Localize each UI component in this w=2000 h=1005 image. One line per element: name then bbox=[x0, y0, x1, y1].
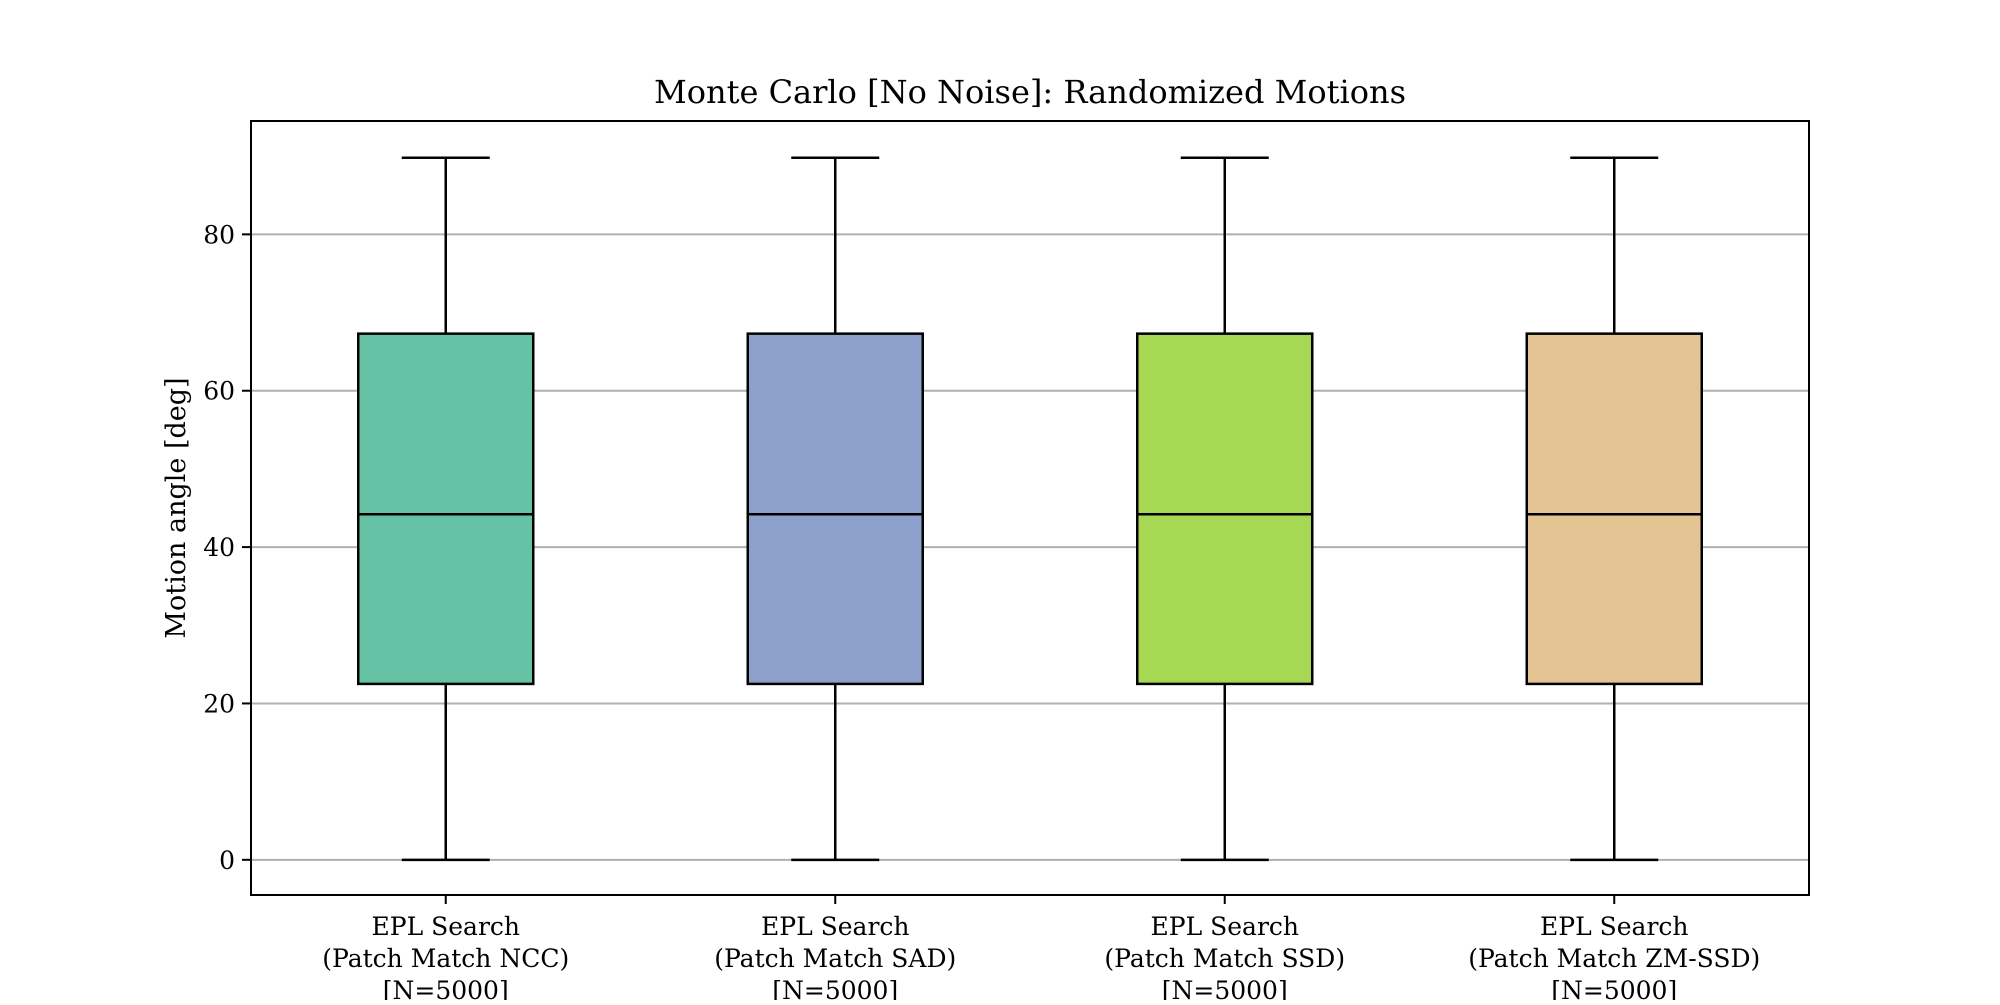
box-layer bbox=[357, 156, 1703, 862]
x-tick-label-line: [N=5000] bbox=[383, 976, 509, 1000]
box-body bbox=[357, 332, 535, 686]
chart-title: Monte Carlo [No Noise]: Randomized Motio… bbox=[654, 73, 1406, 111]
x-tick-label-line: [N=5000] bbox=[1162, 976, 1288, 1000]
x-tick-label-line: EPL Search bbox=[761, 912, 910, 941]
box-body bbox=[746, 332, 924, 686]
x-tick-label-line: EPL Search bbox=[1540, 912, 1689, 941]
x-tick-label: EPL Search (Patch Match SAD) [N=5000] bbox=[714, 912, 956, 1000]
box-group bbox=[357, 156, 535, 862]
x-tick-label: EPL Search (Patch Match SSD) [N=5000] bbox=[1104, 912, 1345, 1000]
plot-frame bbox=[250, 120, 1810, 896]
y-tick-label: 80 bbox=[203, 220, 235, 249]
y-tick-label: 20 bbox=[203, 689, 235, 718]
box-group bbox=[1525, 156, 1703, 862]
box-group bbox=[1136, 156, 1314, 862]
x-tick-label-line: EPL Search bbox=[1151, 912, 1300, 941]
y-tick-label: 0 bbox=[219, 846, 235, 875]
y-tick-label: 40 bbox=[203, 533, 235, 562]
box-body bbox=[1525, 332, 1703, 686]
x-tick-label-line: EPL Search bbox=[372, 912, 521, 941]
x-tick-label-line: (Patch Match ZM-SSD) bbox=[1468, 944, 1760, 973]
x-tick-label-line: (Patch Match NCC) bbox=[322, 944, 569, 973]
box-group bbox=[746, 156, 924, 862]
y-axis-label: Motion angle [deg] bbox=[161, 377, 192, 638]
x-tick-label: EPL Search (Patch Match NCC) [N=5000] bbox=[322, 912, 569, 1000]
x-tick-label-line: (Patch Match SAD) bbox=[714, 944, 956, 973]
x-tick-label: EPL Search (Patch Match ZM-SSD) [N=5000] bbox=[1468, 912, 1760, 1000]
box-body bbox=[1136, 332, 1314, 686]
x-tick-label-line: [N=5000] bbox=[772, 976, 898, 1000]
y-tick-label: 60 bbox=[203, 377, 235, 406]
tick-layer: 0 20 40 60 80 EPL Search (Patch Match NCC) [N=5… bbox=[203, 220, 1760, 1005]
x-tick-label-line: [N=5000] bbox=[1551, 976, 1677, 1000]
x-tick-label-line: (Patch Match SSD) bbox=[1104, 944, 1345, 973]
